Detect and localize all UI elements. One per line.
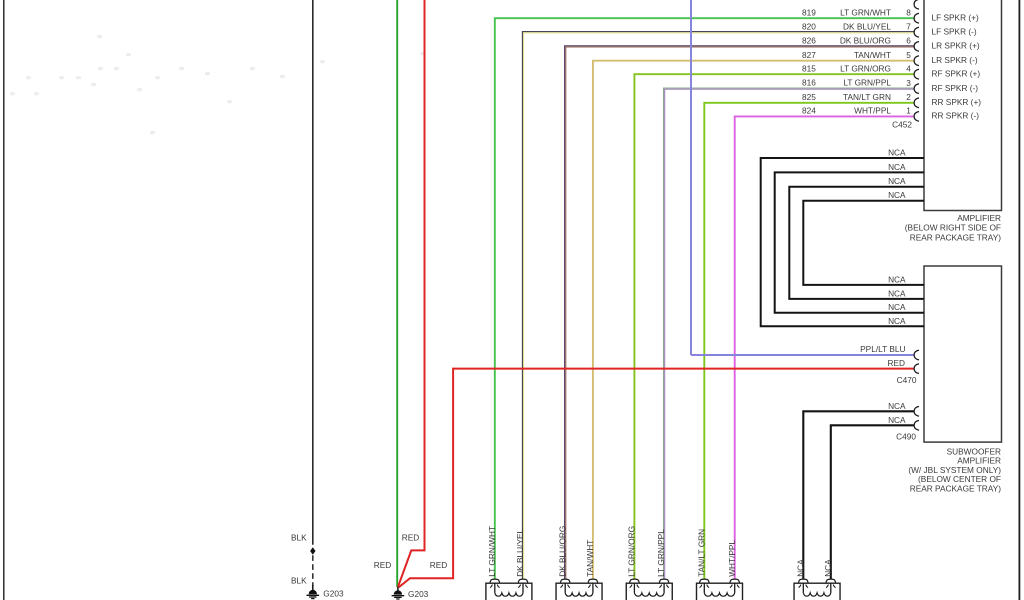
- svg-text:LT GRN/WHT: LT GRN/WHT: [487, 526, 497, 577]
- svg-text:LT GRN/ORG: LT GRN/ORG: [840, 63, 891, 73]
- svg-text:AMPLIFIER: AMPLIFIER: [957, 456, 1001, 466]
- svg-text:RED: RED: [402, 533, 420, 543]
- svg-text:LT GRN/PPL: LT GRN/PPL: [843, 78, 891, 88]
- svg-text:LT GRN/WHT: LT GRN/WHT: [840, 7, 891, 17]
- svg-text:NCA: NCA: [888, 401, 906, 411]
- svg-text:G203: G203: [323, 589, 344, 599]
- svg-text:NCA: NCA: [888, 274, 906, 284]
- svg-text:REAR PACKAGE TRAY): REAR PACKAGE TRAY): [910, 232, 1002, 242]
- svg-text:815: 815: [802, 63, 816, 73]
- svg-text:TAN/LT GRN: TAN/LT GRN: [696, 529, 706, 577]
- svg-text:NCA: NCA: [888, 176, 906, 186]
- svg-text:TAN/WHT: TAN/WHT: [585, 540, 595, 577]
- svg-text:NCA: NCA: [823, 559, 833, 577]
- svg-text:DK BLU/ORG: DK BLU/ORG: [557, 526, 567, 577]
- svg-text:5: 5: [906, 50, 911, 60]
- svg-text:RR SPKR (-): RR SPKR (-): [932, 111, 980, 121]
- svg-text:DK BLU/YEL: DK BLU/YEL: [515, 528, 525, 576]
- svg-text:LR SPKR (+): LR SPKR (+): [932, 41, 980, 51]
- svg-text:8: 8: [906, 7, 911, 17]
- svg-text:WHT/PPL: WHT/PPL: [727, 540, 737, 577]
- svg-text:WHT/PPL: WHT/PPL: [854, 106, 891, 116]
- svg-text:C490: C490: [896, 432, 916, 442]
- svg-text:BLK: BLK: [291, 575, 307, 585]
- svg-text:LT GRN/ORG: LT GRN/ORG: [627, 526, 637, 577]
- svg-text:NCA: NCA: [795, 559, 805, 577]
- svg-text:G203: G203: [408, 589, 429, 599]
- svg-text:NCA: NCA: [888, 148, 906, 158]
- svg-text:REAR PACKAGE TRAY): REAR PACKAGE TRAY): [910, 483, 1002, 493]
- svg-text:RED: RED: [887, 358, 905, 368]
- svg-text:RF SPKR (-): RF SPKR (-): [932, 83, 979, 93]
- svg-text:2: 2: [906, 92, 911, 102]
- svg-text:RR SPKR (+): RR SPKR (+): [932, 97, 982, 107]
- svg-text:LT GRN/PPL: LT GRN/PPL: [656, 529, 666, 577]
- svg-text:DK BLU/YEL: DK BLU/YEL: [843, 21, 891, 31]
- svg-text:NCA: NCA: [888, 162, 906, 172]
- svg-text:826: 826: [802, 36, 816, 46]
- svg-text:DK BLU/ORG: DK BLU/ORG: [840, 36, 891, 46]
- svg-text:NCA: NCA: [888, 316, 906, 326]
- svg-text:(W/ JBL SYSTEM ONLY): (W/ JBL SYSTEM ONLY): [908, 465, 1001, 475]
- svg-text:NCA: NCA: [888, 190, 906, 200]
- svg-text:C452: C452: [892, 120, 912, 130]
- svg-text:NCA: NCA: [888, 302, 906, 312]
- svg-text:825: 825: [802, 92, 816, 102]
- svg-text:7: 7: [906, 21, 911, 31]
- svg-text:RED: RED: [430, 560, 448, 570]
- svg-text:(BELOW CENTER OF: (BELOW CENTER OF: [918, 474, 1001, 484]
- svg-text:RED: RED: [374, 560, 392, 570]
- svg-text:TAN/LT GRN: TAN/LT GRN: [843, 92, 891, 102]
- svg-text:TAN/WHT: TAN/WHT: [854, 50, 891, 60]
- svg-text:LF SPKR (+): LF SPKR (+): [932, 13, 979, 23]
- svg-text:AMPLIFIER: AMPLIFIER: [957, 213, 1001, 223]
- svg-text:BLK: BLK: [291, 533, 307, 543]
- svg-text:SUBWOOFER: SUBWOOFER: [947, 446, 1001, 456]
- svg-text:RF SPKR (+): RF SPKR (+): [932, 69, 981, 79]
- svg-text:C470: C470: [897, 375, 917, 385]
- svg-text:827: 827: [802, 50, 816, 60]
- svg-text:NCA: NCA: [888, 288, 906, 298]
- svg-text:816: 816: [802, 78, 816, 88]
- svg-text:LF SPKR (-): LF SPKR (-): [932, 27, 977, 37]
- svg-text:LR SPKR (-): LR SPKR (-): [932, 55, 978, 65]
- svg-text:(BELOW RIGHT SIDE OF: (BELOW RIGHT SIDE OF: [905, 223, 1001, 233]
- svg-text:PPL/LT BLU: PPL/LT BLU: [860, 344, 905, 354]
- svg-text:NCA: NCA: [888, 415, 906, 425]
- svg-text:4: 4: [906, 63, 911, 73]
- svg-text:6: 6: [906, 36, 911, 46]
- svg-text:824: 824: [802, 106, 816, 116]
- svg-text:3: 3: [906, 78, 911, 88]
- svg-text:820: 820: [802, 21, 816, 31]
- svg-text:819: 819: [802, 7, 816, 17]
- svg-text:1: 1: [906, 106, 911, 116]
